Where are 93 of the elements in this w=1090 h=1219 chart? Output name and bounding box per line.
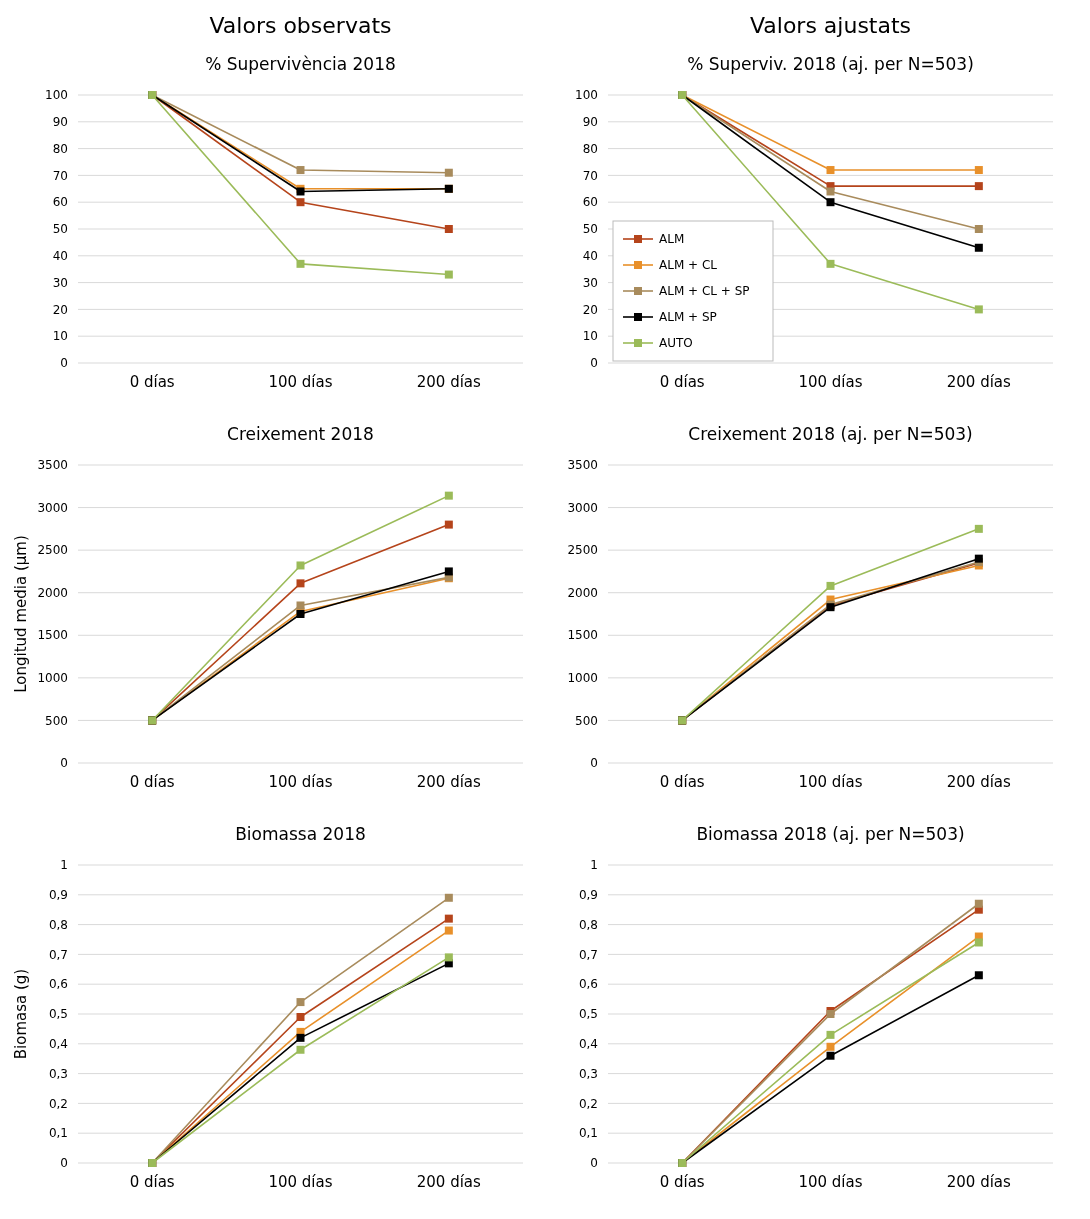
x-tick-label: 200 días [946, 1173, 1012, 1191]
y-tick-label: 1 [60, 858, 68, 873]
x-tick-label: 100 días [798, 773, 863, 791]
x-tick-label: 0 días [659, 1173, 705, 1191]
x-tick-label: 0 días [129, 1173, 175, 1191]
y-tick-label: 0,7 [578, 947, 598, 962]
legend-label: ALM [659, 232, 685, 247]
y-tick-label: 0,7 [48, 947, 68, 962]
y-tick-label: 60 [582, 195, 598, 210]
x-tick-label: 0 días [129, 773, 175, 791]
y-tick-label: 0 [590, 356, 598, 371]
y-tick-label: 80 [52, 141, 68, 156]
y-tick-label: 0,3 [48, 1066, 68, 1081]
y-tick-label: 1 [590, 858, 598, 873]
x-tick-label: 100 días [798, 1173, 863, 1191]
y-tick-label: 10 [52, 329, 68, 344]
legend-label: ALM + CL + SP [659, 284, 750, 299]
x-tick-label: 200 días [946, 373, 1012, 391]
y-tick-label: 0,8 [578, 917, 598, 932]
y-tick-label: 0,9 [48, 888, 68, 902]
y-tick-label: 1000 [567, 671, 598, 686]
y-tick-label: 20 [582, 302, 598, 317]
y-tick-label: 0,2 [578, 1096, 598, 1111]
y-tick-label: 70 [52, 168, 68, 183]
y-tick-label: 10 [582, 329, 598, 344]
y-tick-label: 40 [582, 249, 598, 263]
y-tick-label: 2500 [37, 543, 68, 558]
y-tick-label: 0,8 [48, 917, 68, 932]
y-tick-label: 0,2 [48, 1096, 68, 1111]
y-axis-title: Biomasa (g) [12, 968, 30, 1060]
x-tick-label: 100 días [798, 373, 863, 391]
y-tick-label: 50 [52, 222, 68, 237]
x-tick-label: 100 días [268, 1173, 333, 1191]
x-tick-label: 200 días [416, 373, 482, 391]
y-tick-label: 70 [582, 168, 598, 183]
x-tick-label: 200 días [416, 773, 482, 791]
chart-title: Creixement 2018 (aj. per N=503) [688, 424, 973, 444]
y-tick-label: 80 [582, 141, 598, 156]
legend-label: ALM + SP [659, 310, 717, 325]
x-tick-label: 200 días [416, 1173, 482, 1191]
y-tick-label: 0,6 [578, 977, 598, 992]
x-tick-label: 100 días [268, 773, 333, 791]
y-tick-label: 0,4 [48, 1037, 68, 1051]
y-tick-label: 2000 [37, 585, 68, 600]
chart-title: Creixement 2018 [227, 424, 374, 444]
y-tick-label: 0 [60, 1156, 68, 1171]
x-tick-label: 0 días [659, 773, 705, 791]
y-tick-label: 0,4 [578, 1037, 598, 1051]
chart-title: Biomassa 2018 [235, 824, 366, 844]
y-tick-label: 500 [45, 713, 68, 728]
y-tick-label: 500 [575, 713, 598, 728]
chart-title: % Superviv. 2018 (aj. per N=503) [687, 54, 974, 74]
y-tick-label: 0,6 [48, 977, 68, 992]
y-tick-label: 0,1 [578, 1126, 598, 1141]
y-tick-label: 0,5 [48, 1007, 68, 1022]
y-tick-label: 30 [582, 275, 598, 290]
y-tick-label: 2500 [567, 543, 598, 558]
x-tick-label: 0 días [659, 373, 705, 391]
y-tick-label: 1500 [37, 628, 68, 643]
y-tick-label: 0,3 [578, 1066, 598, 1081]
legend-label: ALM + CL [659, 258, 718, 273]
text: Valors ajustats [749, 13, 912, 38]
chart-title: Biomassa 2018 (aj. per N=503) [696, 824, 965, 844]
y-tick-label: 90 [582, 115, 598, 129]
chart-title: % Supervivència 2018 [205, 54, 396, 74]
y-tick-label: 0,9 [578, 888, 598, 902]
y-tick-label: 3000 [37, 500, 68, 515]
y-tick-label: 100 [45, 88, 68, 103]
y-tick-label: 0,5 [578, 1007, 598, 1022]
text: Valors observats [209, 13, 392, 38]
y-tick-label: 2000 [567, 585, 598, 600]
y-tick-label: 0,1 [48, 1126, 68, 1141]
y-tick-label: 1500 [567, 628, 598, 643]
y-tick-label: 100 [575, 88, 598, 103]
x-tick-label: 100 días [268, 373, 333, 391]
y-tick-label: 0 [60, 756, 68, 771]
legend-label: AUTO [659, 336, 693, 351]
y-tick-label: 0 [590, 1156, 598, 1171]
y-tick-label: 3500 [567, 458, 598, 473]
y-tick-label: 40 [52, 249, 68, 263]
y-axis-title: Longitud media (µm) [12, 535, 30, 693]
x-tick-label: 0 días [129, 373, 175, 391]
y-tick-label: 1000 [37, 671, 68, 686]
y-tick-label: 3000 [567, 500, 598, 515]
y-tick-label: 0 [60, 356, 68, 371]
y-tick-label: 0 [590, 756, 598, 771]
y-tick-label: 90 [52, 115, 68, 129]
y-tick-label: 30 [52, 275, 68, 290]
y-tick-label: 60 [52, 195, 68, 210]
x-tick-label: 200 días [946, 773, 1012, 791]
y-tick-label: 20 [52, 302, 68, 317]
y-tick-label: 50 [582, 222, 598, 237]
y-tick-label: 3500 [37, 458, 68, 473]
